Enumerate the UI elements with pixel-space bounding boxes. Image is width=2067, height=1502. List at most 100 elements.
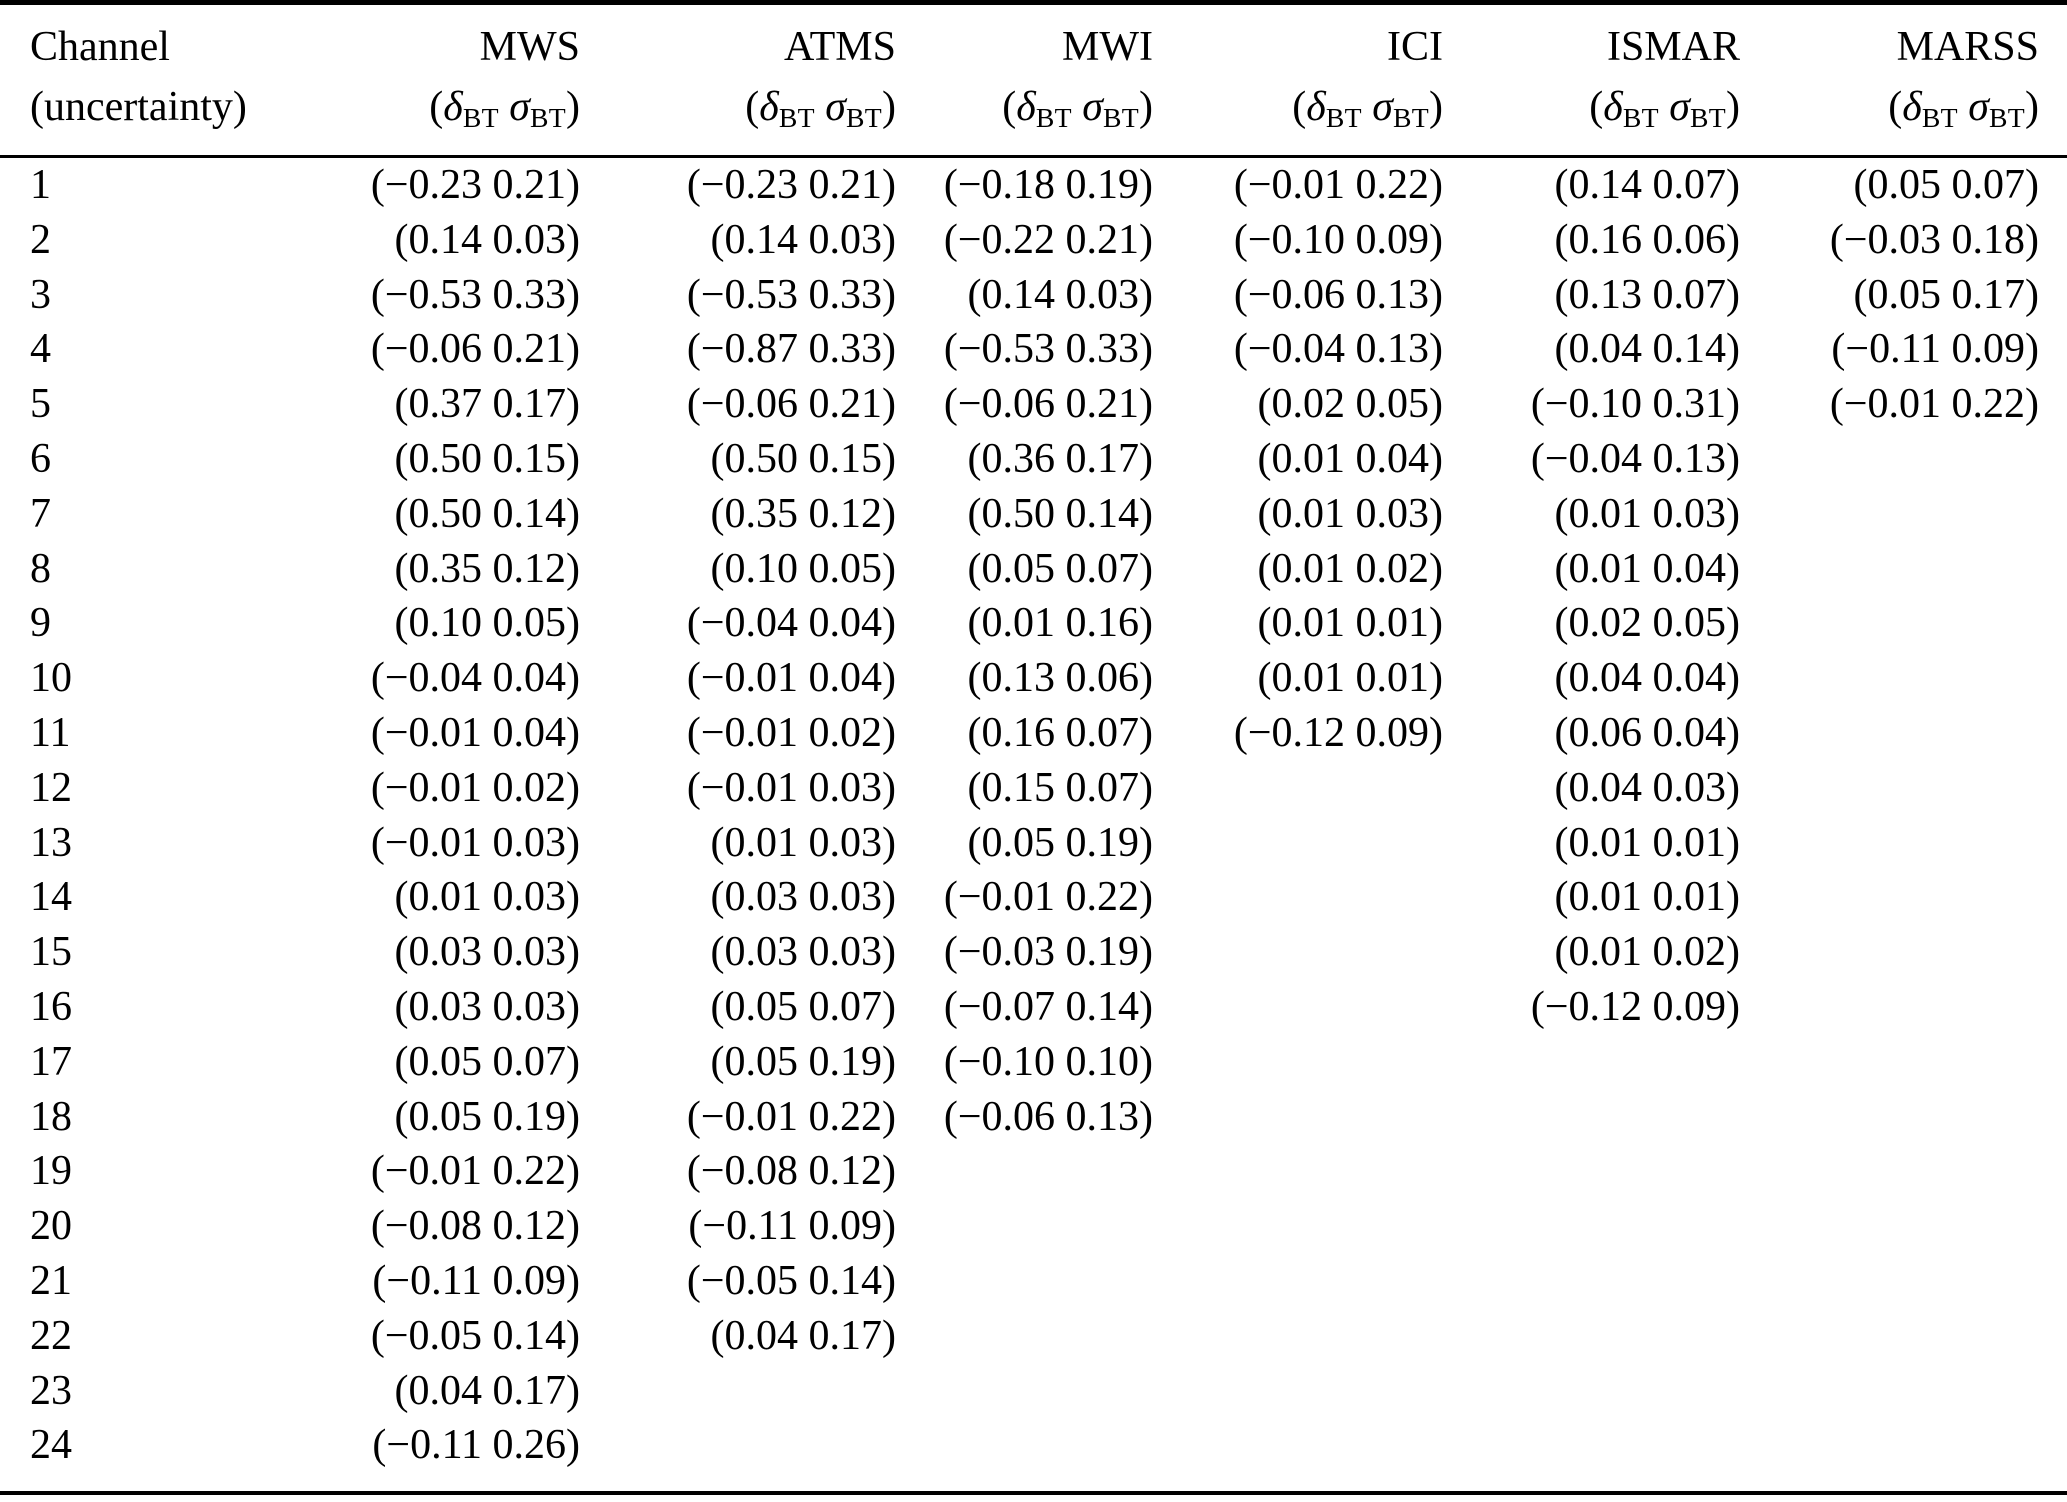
channel-cell: 7 xyxy=(30,490,51,537)
value-cell-atms: (−0.08 0.12) xyxy=(686,1148,896,1195)
value-cell-ici xyxy=(1181,870,1471,925)
value-cell-ismar: (0.14 0.07) xyxy=(1554,162,1740,208)
value-cell-ici: (0.01 0.02) xyxy=(1257,545,1443,592)
table-row-channel-21: 21 (−0.11 0.09) (−0.05 0.14) xyxy=(0,1254,2067,1309)
value-cell-mwi: (−0.22 0.21) xyxy=(943,216,1153,263)
value-cell-ici: (−0.01 0.22) xyxy=(1233,162,1443,208)
channel-cell: 9 xyxy=(30,600,51,647)
instrument-column-header-ici: ICI (δBT σBT) xyxy=(1181,5,1471,158)
value-cell-ismar: (0.16 0.06) xyxy=(1554,216,1740,263)
value-cell-mws: (0.05 0.19) xyxy=(394,1093,580,1140)
delta-sigma-subheader: (δBT σBT) xyxy=(1888,84,2039,133)
value-cell-mws: (0.50 0.14) xyxy=(394,490,580,537)
value-cell-ici: (0.01 0.03) xyxy=(1257,490,1443,537)
channel-cell: 2 xyxy=(30,216,51,263)
value-cell-atms: (0.03 0.03) xyxy=(710,929,896,976)
value-cell-atms: (−0.01 0.04) xyxy=(686,655,896,702)
value-cell-marss xyxy=(1768,596,2067,651)
value-cell-ismar: (0.01 0.04) xyxy=(1554,545,1740,592)
value-cell-ici xyxy=(1181,761,1471,816)
channel-cell: 24 xyxy=(30,1422,72,1469)
value-cell-mwi: (0.01 0.16) xyxy=(967,600,1153,647)
instrument-name: MWS xyxy=(479,24,580,70)
value-cell-mwi: (−0.53 0.33) xyxy=(943,326,1153,373)
value-cell-mwi: (−0.01 0.22) xyxy=(943,874,1153,921)
value-cell-mwi: (−0.07 0.14) xyxy=(943,983,1153,1030)
value-cell-mws: (0.14 0.03) xyxy=(394,216,580,263)
value-cell-ici: (−0.06 0.13) xyxy=(1233,271,1443,318)
value-cell-ici xyxy=(1181,1090,1471,1145)
value-cell-ici xyxy=(1181,1254,1471,1309)
value-cell-mws: (−0.11 0.26) xyxy=(372,1422,580,1469)
value-cell-ismar xyxy=(1471,1199,1768,1254)
value-cell-mwi xyxy=(924,1418,1181,1473)
instrument-column-header-marss: MARSS (δBT σBT) xyxy=(1768,5,2067,158)
value-cell-mwi: (0.05 0.07) xyxy=(967,545,1153,592)
header-row: Channel (uncertainty) MWS (δBT σBT) ATMS (δ… xyxy=(0,5,2067,158)
value-cell-atms: (0.01 0.03) xyxy=(710,819,896,866)
channel-column-header: Channel (uncertainty) xyxy=(0,5,285,158)
value-cell-ismar: (0.02 0.05) xyxy=(1554,600,1740,647)
channel-cell: 5 xyxy=(30,381,51,428)
value-cell-ici: (0.02 0.05) xyxy=(1257,381,1443,428)
value-cell-atms: (−0.05 0.14) xyxy=(686,1257,896,1304)
instrument-subheader: (δBT σBT) xyxy=(608,77,924,137)
table-row-channel-4: 4 (−0.06 0.21) (−0.87 0.33) (−0.53 0.33) (−0… xyxy=(0,322,2067,377)
value-cell-mws: (0.50 0.15) xyxy=(394,435,580,482)
channel-header-subtitle: (uncertainty) xyxy=(30,84,247,130)
value-cell-marss xyxy=(1768,1144,2067,1199)
instrument-subheader: (δBT σBT) xyxy=(924,77,1181,137)
value-cell-atms: (0.03 0.03) xyxy=(710,874,896,921)
channel-cell: 10 xyxy=(30,655,72,702)
value-cell-marss xyxy=(1768,761,2067,816)
value-cell-atms: (−0.01 0.02) xyxy=(686,709,896,756)
channel-cell: 12 xyxy=(30,764,72,811)
value-cell-mws: (0.04 0.17) xyxy=(394,1367,580,1414)
table-row-channel-23: 23 (0.04 0.17) xyxy=(0,1364,2067,1419)
value-cell-mwi: (−0.06 0.21) xyxy=(943,381,1153,428)
value-cell-ismar: (0.13 0.07) xyxy=(1554,271,1740,318)
value-cell-ici xyxy=(1181,1199,1471,1254)
value-cell-ismar xyxy=(1471,1090,1768,1145)
table-row-channel-11: 11 (−0.01 0.04) (−0.01 0.02) (0.16 0.07) (−0… xyxy=(0,706,2067,761)
value-cell-marss xyxy=(1768,870,2067,925)
value-cell-mws: (−0.05 0.14) xyxy=(370,1312,580,1359)
value-cell-atms: (0.04 0.17) xyxy=(710,1312,896,1359)
table-row-channel-19: 19 (−0.01 0.22) (−0.08 0.12) xyxy=(0,1144,2067,1199)
value-cell-atms: (0.35 0.12) xyxy=(710,490,896,537)
value-cell-marss xyxy=(1768,925,2067,980)
value-cell-mws: (−0.53 0.33) xyxy=(370,271,580,318)
value-cell-mws: (0.37 0.17) xyxy=(394,381,580,428)
value-cell-ismar: (0.06 0.04) xyxy=(1554,709,1740,756)
value-cell-ismar: (0.01 0.03) xyxy=(1554,490,1740,537)
value-cell-mws: (−0.06 0.21) xyxy=(370,326,580,373)
value-cell-mwi: (−0.03 0.19) xyxy=(943,929,1153,976)
value-cell-marss xyxy=(1768,706,2067,761)
value-cell-mws: (−0.04 0.04) xyxy=(370,655,580,702)
channel-cell: 14 xyxy=(30,874,72,921)
channel-cell: 16 xyxy=(30,983,72,1030)
delta-sigma-subheader: (δBT σBT) xyxy=(1002,84,1153,133)
value-cell-atms: (−0.23 0.21) xyxy=(686,162,896,208)
value-cell-ici: (0.01 0.04) xyxy=(1257,435,1443,482)
value-cell-marss: (−0.11 0.09) xyxy=(1831,326,2039,373)
value-cell-ismar: (0.04 0.14) xyxy=(1554,326,1740,373)
value-cell-mwi: (0.36 0.17) xyxy=(967,435,1153,482)
value-cell-marss xyxy=(1768,542,2067,597)
value-cell-ismar: (−0.10 0.31) xyxy=(1530,381,1740,428)
value-cell-mwi xyxy=(924,1364,1181,1419)
value-cell-ici: (−0.04 0.13) xyxy=(1233,326,1443,373)
value-cell-mws: (−0.01 0.03) xyxy=(370,819,580,866)
value-cell-mwi: (−0.06 0.13) xyxy=(943,1093,1153,1140)
table-row-channel-5: 5 (0.37 0.17) (−0.06 0.21) (−0.06 0.21) (0.0… xyxy=(0,377,2067,432)
value-cell-mwi: (0.05 0.19) xyxy=(967,819,1153,866)
value-cell-ici xyxy=(1181,1418,1471,1473)
table-row-channel-17: 17 (0.05 0.07) (0.05 0.19) (−0.10 0.10) xyxy=(0,1035,2067,1090)
channel-cell: 23 xyxy=(30,1367,72,1414)
channel-cell: 17 xyxy=(30,1038,72,1085)
value-cell-atms: (−0.53 0.33) xyxy=(686,271,896,318)
table-row-channel-9: 9 (0.10 0.05) (−0.04 0.04) (0.01 0.16) (0.01… xyxy=(0,596,2067,651)
value-cell-ismar: (0.04 0.04) xyxy=(1554,655,1740,702)
value-cell-atms: (−0.01 0.22) xyxy=(686,1093,896,1140)
instrument-column-header-atms: ATMS (δBT σBT) xyxy=(608,5,924,158)
